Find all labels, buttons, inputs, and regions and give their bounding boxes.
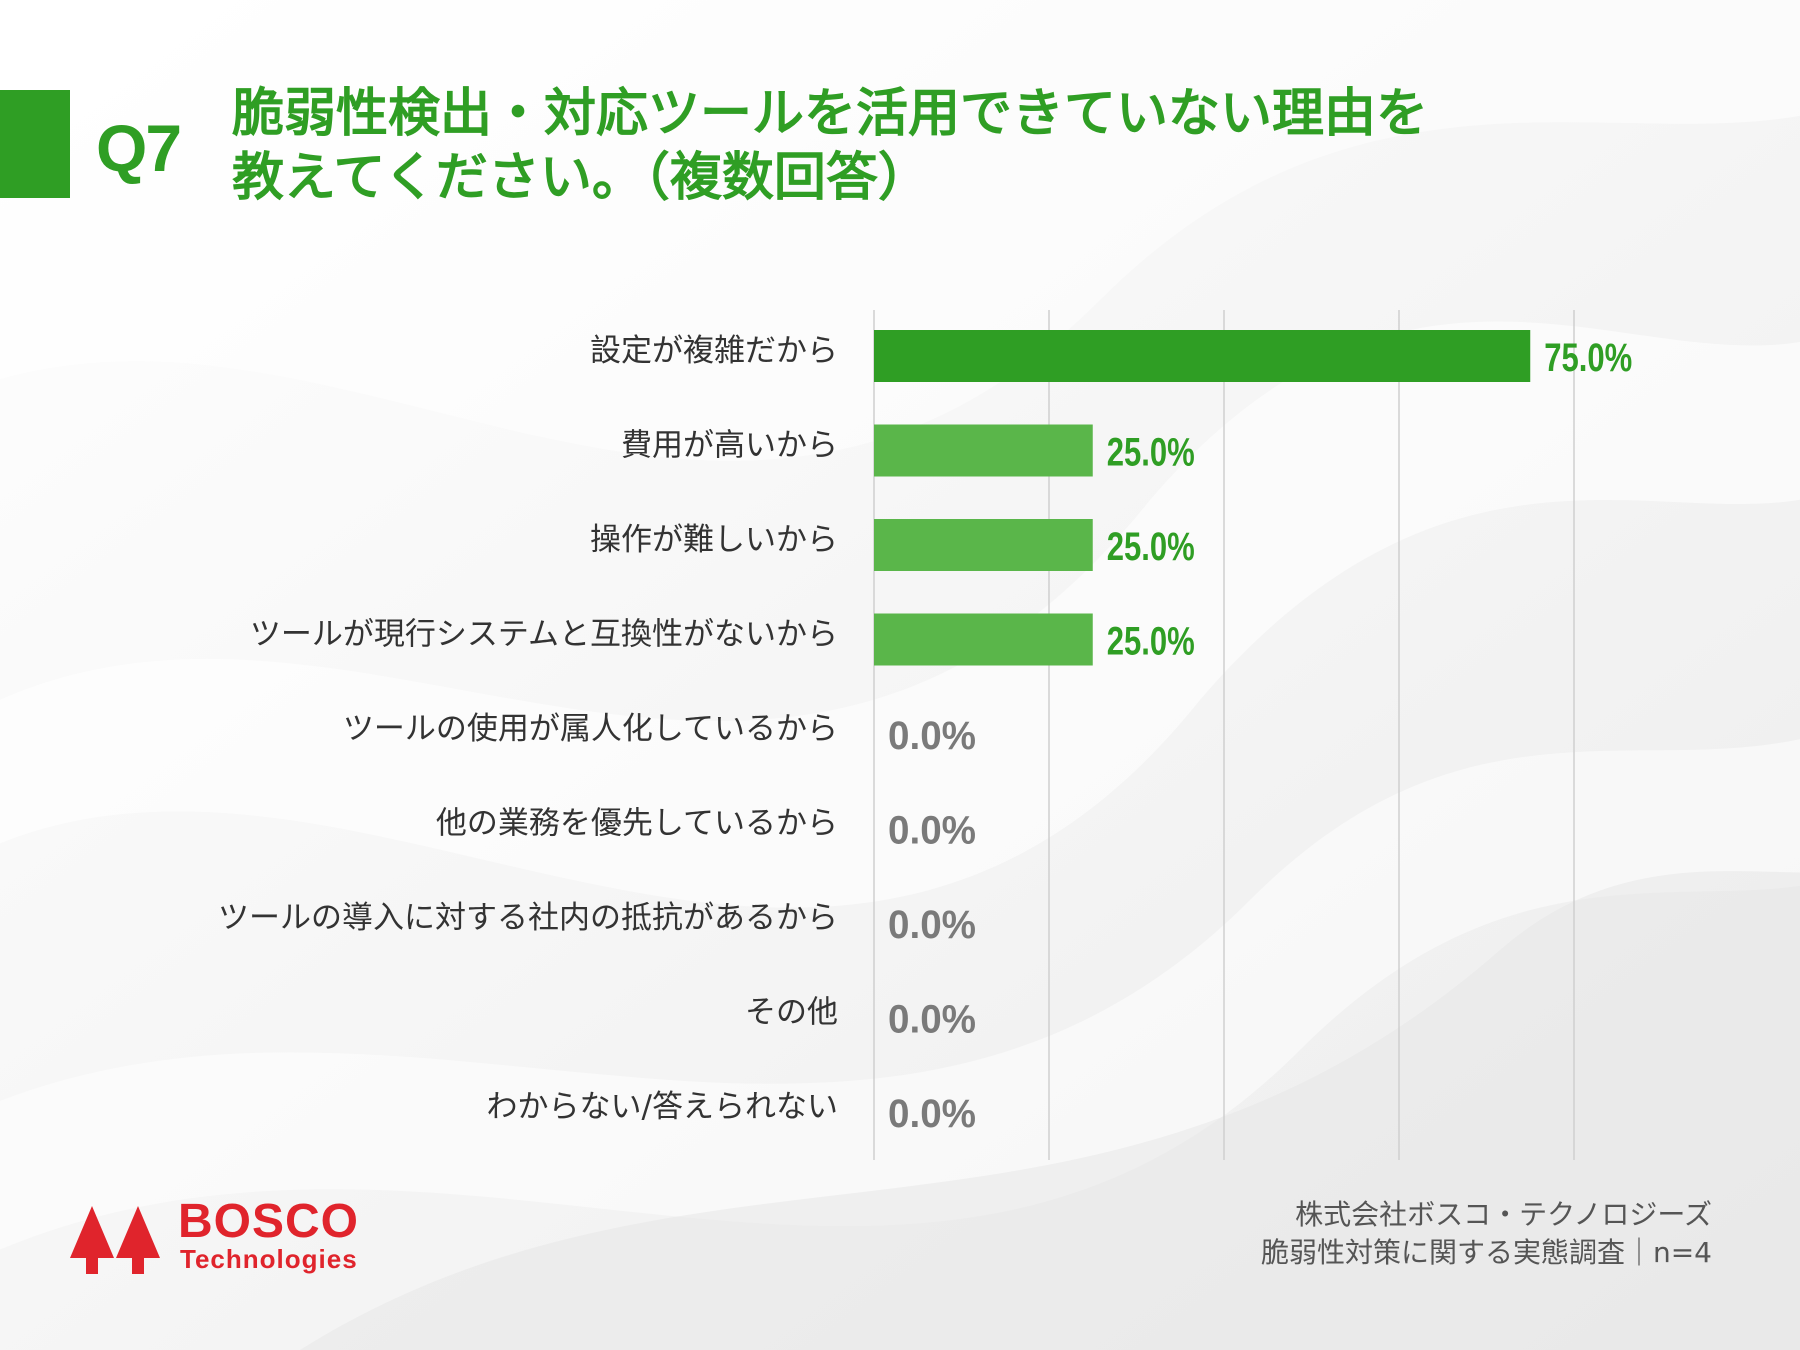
bar xyxy=(874,613,1093,666)
bosco-logo: BOSCO Technologies xyxy=(66,1195,386,1280)
question-title-line1: 脆弱性検出・対応ツールを活用できていない理由を xyxy=(232,84,1429,144)
category-label: その他 xyxy=(745,995,838,1031)
value-label: 25.0% xyxy=(1107,620,1195,664)
category-label: ツールが現行システムと互換性がないから xyxy=(250,617,838,653)
question-title-line2: 教えてください。（複数回答） xyxy=(232,148,930,208)
category-label: ツールの導入に対する社内の抵抗があるから xyxy=(218,900,838,936)
bar xyxy=(874,424,1093,477)
value-label: 0.0% xyxy=(888,903,976,947)
value-label: 25.0% xyxy=(1107,525,1195,569)
value-label: 0.0% xyxy=(888,714,976,758)
logo-subtitle: Technologies xyxy=(180,1244,358,1274)
category-label: 操作が難しいから xyxy=(590,522,838,558)
question-number: Q7 xyxy=(96,111,182,185)
footer-company: 株式会社ボスコ・テクノロジーズ xyxy=(1295,1198,1712,1231)
twin-tree-logo-icon xyxy=(70,1206,160,1274)
question-title: 脆弱性検出・対応ツールを活用できていない理由を 教えてください。（複数回答） xyxy=(232,82,1632,210)
category-label: 他の業務を優先しているから xyxy=(436,806,838,842)
question-marker-block xyxy=(0,90,70,198)
value-label: 75.0% xyxy=(1544,336,1632,380)
category-label: わからない/答えられない xyxy=(487,1089,838,1125)
value-label: 0.0% xyxy=(888,998,976,1042)
bar xyxy=(874,519,1093,571)
logo-name: BOSCO xyxy=(178,1195,360,1248)
category-label: 費用が高いから xyxy=(621,428,838,464)
category-label: 設定が複雑だから xyxy=(590,333,838,369)
footer-source: 株式会社ボスコ・テクノロジーズ 脆弱性対策に関する実態調査｜n=4 xyxy=(1261,1196,1712,1272)
value-label: 25.0% xyxy=(1107,431,1195,475)
value-label: 0.0% xyxy=(888,1092,976,1136)
footer-survey: 脆弱性対策に関する実態調査｜n=4 xyxy=(1260,1236,1712,1269)
value-label: 0.0% xyxy=(888,809,976,853)
bar xyxy=(874,330,1531,382)
category-label: ツールの使用が属人化しているから xyxy=(343,711,838,747)
